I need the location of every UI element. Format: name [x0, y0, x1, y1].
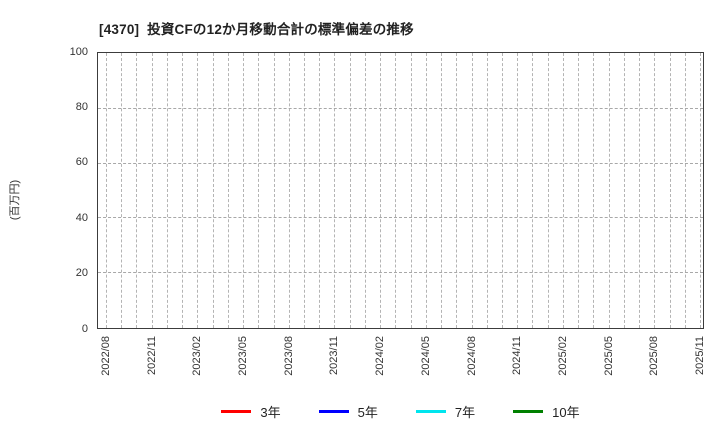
vertical-gridline — [380, 53, 382, 328]
vertical-gridline — [562, 53, 564, 328]
vertical-gridline — [227, 53, 229, 328]
x-tick-label: 2023/11 — [328, 336, 341, 375]
legend-label: 10年 — [552, 405, 580, 420]
vertical-gridline — [502, 53, 503, 328]
vertical-gridline — [151, 53, 153, 328]
vertical-gridline — [106, 53, 107, 328]
legend-item: 10年 — [513, 402, 580, 421]
horizontal-gridline — [98, 217, 703, 219]
vertical-gridline — [547, 53, 549, 328]
vertical-gridline — [486, 53, 488, 328]
vertical-gridline — [654, 53, 656, 328]
vertical-gridline — [395, 53, 397, 328]
vertical-gridline — [623, 53, 625, 328]
vertical-gridline — [700, 53, 701, 328]
vertical-gridline — [319, 53, 321, 328]
vertical-gridline — [304, 53, 305, 328]
vertical-gridline — [593, 53, 595, 328]
vertical-gridline — [669, 53, 671, 328]
vertical-gridline — [349, 53, 351, 328]
horizontal-gridline — [98, 162, 703, 164]
x-tick-label: 2025/11 — [694, 336, 706, 375]
y-tick-label: 60 — [75, 156, 88, 169]
vertical-gridline — [258, 53, 260, 328]
x-tick-label: 2022/08 — [100, 336, 112, 376]
legend: 3年 5年 7年 10年 — [97, 402, 704, 421]
vertical-gridline — [212, 53, 214, 328]
x-tick-label: 2024/11 — [511, 336, 524, 375]
vertical-gridline — [608, 53, 610, 328]
vertical-gridline — [456, 53, 458, 328]
vertical-gridline — [136, 53, 138, 328]
x-tick-label: 2023/08 — [282, 336, 295, 376]
y-tick-label: 0 — [81, 322, 88, 335]
y-tick-label: 80 — [75, 100, 88, 113]
x-tick-label: 2022/11 — [145, 336, 158, 375]
legend-line-swatch — [318, 410, 349, 413]
vertical-gridline — [639, 53, 641, 328]
legend-line-swatch — [415, 410, 446, 413]
x-tick-label: 2023/05 — [237, 336, 250, 376]
y-tick-label: 40 — [75, 211, 88, 224]
x-tick-label: 2025/08 — [648, 336, 661, 376]
vertical-gridline — [166, 53, 168, 328]
vertical-gridline — [684, 53, 686, 328]
vertical-gridline — [532, 53, 534, 328]
x-tick-label: 2025/02 — [556, 336, 569, 376]
vertical-gridline — [121, 53, 123, 328]
vertical-gridline — [517, 53, 519, 328]
legend-label: 7年 — [454, 405, 476, 420]
horizontal-gridline — [98, 272, 703, 274]
legend-item: 7年 — [415, 402, 476, 421]
legend-item: 5年 — [318, 402, 378, 421]
horizontal-gridline — [98, 107, 703, 109]
legend-item: 3年 — [221, 402, 281, 421]
legend-label: 3年 — [260, 405, 281, 420]
vertical-gridline — [243, 53, 245, 328]
chart-title: [4370] 投資CFの12か月移動合計の標準偏差の推移 — [99, 22, 414, 37]
legend-line-swatch — [221, 410, 252, 413]
vertical-gridline — [410, 53, 412, 328]
vertical-gridline — [288, 53, 290, 328]
y-tick-label: 100 — [69, 45, 88, 58]
plot-area — [97, 52, 704, 329]
y-tick-label: 20 — [75, 267, 88, 280]
y-axis-label: (百万円) — [9, 179, 21, 221]
vertical-gridline — [441, 53, 443, 328]
legend-line-swatch — [513, 410, 544, 413]
x-tick-label: 2024/08 — [465, 336, 478, 376]
vertical-gridline — [364, 53, 366, 328]
x-tick-label: 2025/05 — [602, 336, 615, 376]
vertical-gridline — [425, 53, 427, 328]
x-tick-label: 2024/05 — [419, 336, 432, 376]
vertical-gridline — [182, 53, 184, 328]
x-tick-label: 2023/02 — [191, 336, 204, 376]
vertical-gridline — [578, 53, 580, 328]
vertical-gridline — [334, 53, 336, 328]
x-tick-label: 2024/02 — [374, 336, 387, 376]
vertical-gridline — [197, 53, 199, 328]
legend-label: 5年 — [357, 405, 378, 420]
vertical-gridline — [273, 53, 275, 328]
vertical-gridline — [471, 53, 473, 328]
